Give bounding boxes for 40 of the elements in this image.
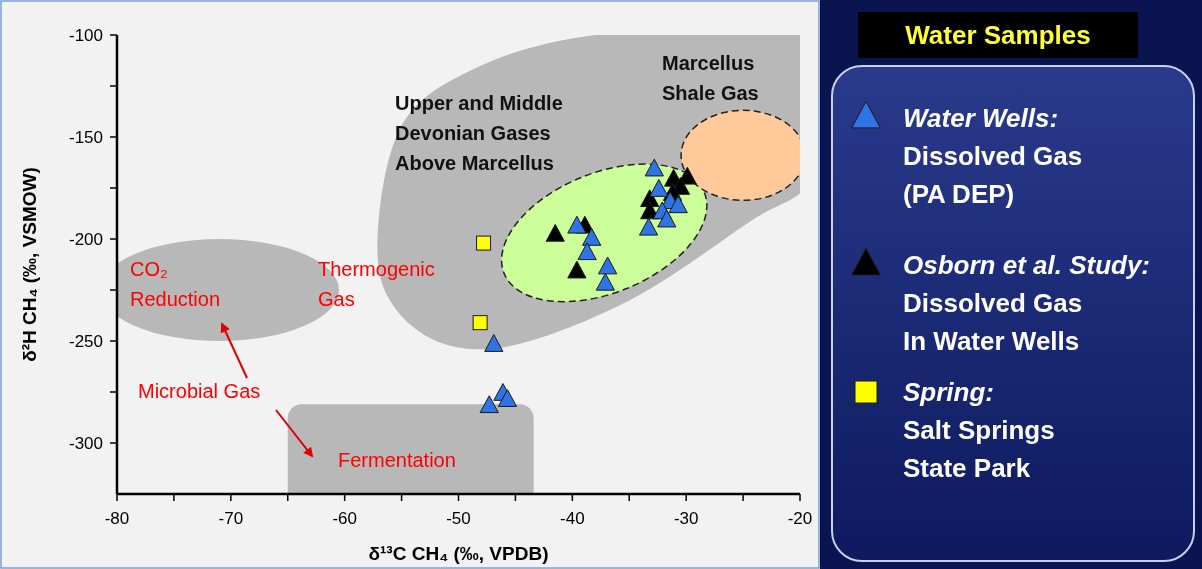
point — [649, 179, 669, 197]
point — [595, 272, 615, 291]
x-tick-label: -40 — [560, 509, 585, 528]
legend-title: Water Samples — [905, 20, 1091, 50]
point — [545, 223, 565, 242]
y-tick-label: -300 — [68, 434, 103, 453]
point — [567, 260, 587, 279]
point — [577, 242, 597, 261]
y-tick-label: -250 — [68, 332, 103, 351]
y-axis-title: δ²H CH₄ (‰, VSMOW) — [19, 167, 40, 362]
annotation: CO₂ Reduction — [130, 258, 221, 310]
annotation: Marcellus Shale Gas — [662, 52, 759, 104]
annotation: Thermogenic Gas — [318, 258, 435, 310]
y-tick-label: -150 — [68, 128, 103, 147]
annotation: Upper and Middle Devonian Gases Above Marcellus — [395, 92, 563, 174]
annotation: Microbial Gas — [138, 380, 261, 402]
point — [567, 215, 587, 234]
y-tick-label: -100 — [68, 26, 103, 45]
point — [644, 158, 664, 177]
x-tick-label: -20 — [787, 509, 813, 528]
legend-label: Spring: Salt Springs State Park — [903, 377, 1055, 483]
point — [497, 389, 518, 407]
y-tick-label: -200 — [68, 230, 103, 249]
x-tick-label: -30 — [673, 509, 699, 528]
legend-label: Osborn et al. Study: Dissolved Gas In Water Wells — [903, 250, 1151, 356]
x-axis-title: δ¹³C CH₄ (‰, VPDB) — [368, 543, 549, 564]
point — [484, 334, 504, 352]
point — [657, 209, 677, 228]
point — [479, 395, 499, 414]
point — [639, 217, 659, 236]
x-tick-label: -80 — [104, 509, 130, 528]
x-tick-label: -50 — [446, 509, 471, 528]
point — [668, 195, 688, 214]
point — [476, 235, 492, 251]
legend-label: Water Wells: Dissolved Gas (PA DEP) — [903, 103, 1083, 209]
x-tick-label: -60 — [332, 509, 357, 528]
point — [598, 256, 618, 275]
point — [582, 228, 602, 246]
annotation: Fermentation — [338, 449, 456, 471]
x-tick-label: -70 — [218, 509, 244, 528]
